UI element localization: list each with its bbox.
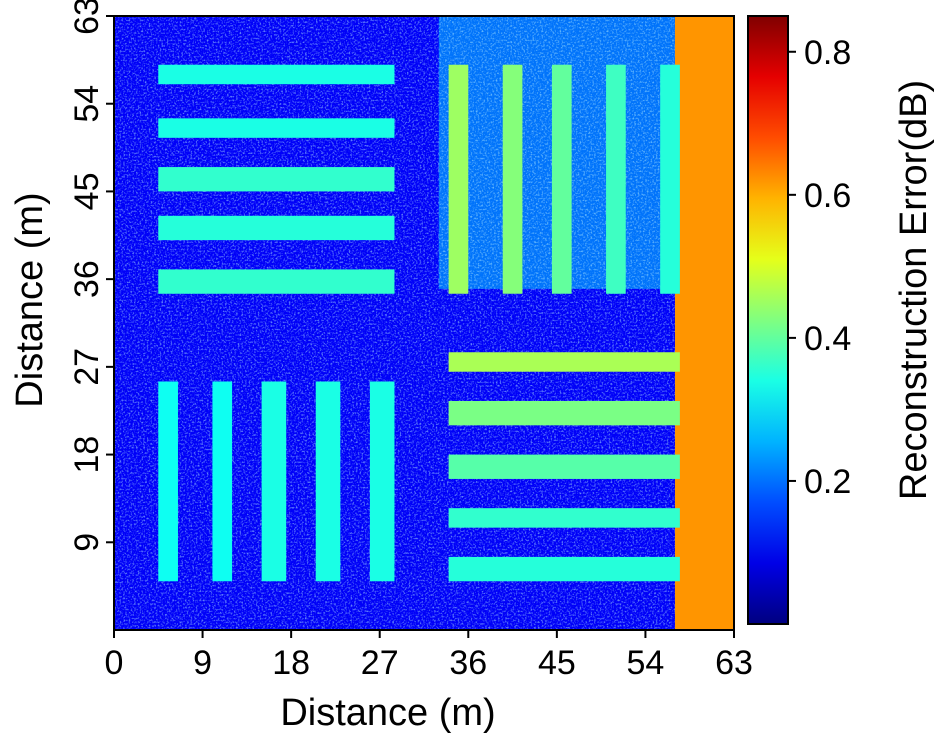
x-tick-label: 36 (449, 644, 487, 682)
heatmap-bar (315, 381, 341, 582)
heatmap-bar (660, 64, 680, 294)
y-tick-label: 36 (68, 260, 106, 298)
x-tick-label: 18 (272, 644, 310, 682)
y-tick-label: 18 (68, 436, 106, 474)
colorbar-tick-label: 0.4 (804, 320, 851, 358)
y-tick-label: 27 (68, 348, 106, 386)
heatmap-bar (261, 381, 287, 582)
heatmap-bar (448, 508, 680, 528)
heatmap-bar (158, 215, 395, 241)
x-tick-label: 54 (627, 644, 665, 682)
heatmap-bar (158, 118, 395, 138)
heatmap-noise (114, 16, 734, 630)
x-axis: 0 9 18 27 36 45 54 63 (105, 630, 753, 682)
x-tick-label: 0 (105, 644, 124, 682)
y-tick-label: 63 (68, 0, 106, 35)
heatmap-bar (158, 167, 395, 192)
heatmap-bar (448, 352, 680, 372)
colorbar: 0.2 0.4 0.6 0.8 (747, 15, 851, 625)
heatmap-bar (158, 64, 395, 85)
colorbar-gradient (747, 15, 789, 625)
heatmap-bar (606, 64, 626, 294)
heatmap-plot-area (114, 16, 734, 630)
y-axis: 9 18 27 36 45 54 63 (68, 0, 114, 552)
y-axis-title: Distance (m) (9, 192, 51, 407)
x-tick-label: 45 (538, 644, 576, 682)
heatmap-bar (448, 556, 680, 582)
heatmap-bar (369, 381, 395, 582)
heatmap-bar (448, 454, 680, 479)
x-tick-label: 63 (715, 644, 753, 682)
heatmap-edge-band (674, 16, 734, 630)
heatmap-bar (158, 269, 395, 294)
colorbar-tick-label: 0.8 (804, 34, 851, 72)
plot-border (113, 15, 735, 631)
x-tick-label: 9 (193, 644, 212, 682)
heatmap-bar (448, 64, 469, 294)
x-axis-title: Distance (m) (280, 692, 495, 734)
colorbar-tick-label: 0.6 (804, 177, 851, 215)
heatmap-bar (448, 400, 680, 426)
y-tick-label: 45 (68, 173, 106, 211)
heatmap-bar (502, 64, 523, 294)
x-tick-label: 27 (361, 644, 399, 682)
y-tick-label: 54 (68, 85, 106, 123)
heatmap-bar (158, 381, 178, 582)
heatmap-bar (551, 64, 572, 294)
y-tick-label: 9 (68, 533, 106, 552)
plot-frame (113, 15, 735, 631)
colorbar-tick-label: 0.2 (804, 463, 851, 501)
colorbar-label: Reconstruction Error(dB) (893, 80, 935, 500)
heatmap-bar (212, 381, 233, 582)
